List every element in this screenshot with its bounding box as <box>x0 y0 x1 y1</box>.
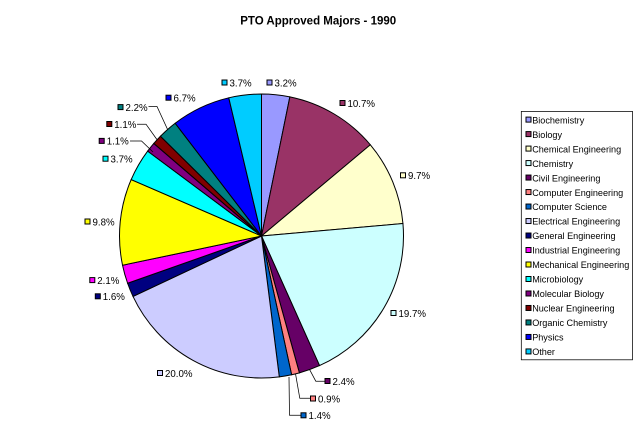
svg-text:1.1%: 1.1% <box>107 137 129 148</box>
svg-text:0.9%: 0.9% <box>318 394 340 405</box>
svg-text:9.7%: 9.7% <box>408 171 430 182</box>
svg-text:Other: Other <box>532 347 555 357</box>
svg-text:20.0%: 20.0% <box>165 369 193 380</box>
svg-text:3.7%: 3.7% <box>230 78 252 89</box>
svg-text:2.4%: 2.4% <box>333 377 355 388</box>
svg-text:Microbiology: Microbiology <box>532 275 583 285</box>
svg-text:Computer Science: Computer Science <box>532 202 607 212</box>
svg-text:Molecular Biology: Molecular Biology <box>532 289 604 299</box>
svg-text:6.7%: 6.7% <box>174 94 196 105</box>
svg-text:Civil Engineering: Civil Engineering <box>532 173 600 183</box>
svg-text:Nuclear Engineering: Nuclear Engineering <box>532 304 614 314</box>
svg-text:Physics: Physics <box>532 333 564 343</box>
svg-text:General Engineering: General Engineering <box>532 231 615 241</box>
svg-text:Chemical Engineering: Chemical Engineering <box>532 144 621 154</box>
svg-text:Organic Chemistry: Organic Chemistry <box>532 318 608 328</box>
svg-text:2.1%: 2.1% <box>97 276 119 287</box>
svg-text:Industrial Engineering: Industrial Engineering <box>532 246 620 256</box>
svg-text:Biology: Biology <box>532 130 562 140</box>
svg-text:10.7%: 10.7% <box>348 99 376 110</box>
svg-text:Mechanical Engineering: Mechanical Engineering <box>532 260 629 270</box>
svg-text:Computer Engineering: Computer Engineering <box>532 188 623 198</box>
svg-text:3.2%: 3.2% <box>275 78 297 89</box>
svg-text:19.7%: 19.7% <box>399 309 427 320</box>
svg-text:Biochemistry: Biochemistry <box>532 115 585 125</box>
svg-text:PTO Approved Majors - 1990: PTO Approved Majors - 1990 <box>240 16 396 28</box>
svg-text:9.8%: 9.8% <box>93 217 115 228</box>
svg-text:2.2%: 2.2% <box>126 103 148 114</box>
svg-text:Chemistry: Chemistry <box>532 159 573 169</box>
svg-text:Electrical Engineering: Electrical Engineering <box>532 217 620 227</box>
svg-text:3.7%: 3.7% <box>111 155 133 166</box>
svg-text:1.4%: 1.4% <box>309 411 331 422</box>
svg-text:1.6%: 1.6% <box>103 292 125 303</box>
svg-text:1.1%: 1.1% <box>114 120 136 131</box>
